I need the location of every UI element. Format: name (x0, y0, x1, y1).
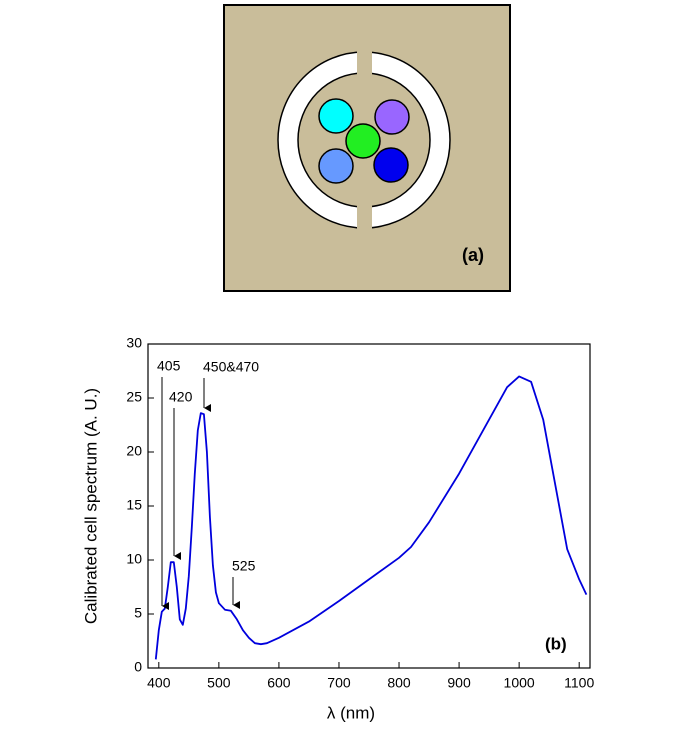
annotation: 420 (169, 389, 193, 405)
led-light-blue (318, 148, 354, 184)
slit-bottom (357, 200, 372, 230)
x-axis-label: λ (nm) (327, 703, 375, 722)
y-tick-label: 25 (126, 389, 142, 405)
led-violet (374, 99, 410, 135)
led-green (345, 123, 381, 159)
x-tick-label: 500 (207, 675, 231, 691)
x-tick-label: 1100 (564, 675, 594, 691)
plot-frame (147, 343, 591, 669)
y-tick-label: 20 (126, 443, 142, 459)
x-tick-label: 900 (447, 675, 471, 691)
annotation: 405 (157, 358, 181, 374)
x-tick-label: 600 (267, 675, 291, 691)
y-tick-label: 5 (134, 605, 142, 621)
x-tick-label: 1000 (504, 675, 535, 691)
y-tick-label: 0 (134, 659, 142, 675)
panel-label: (a) (462, 245, 484, 265)
slit-top (357, 50, 372, 80)
x-tick-label: 400 (147, 675, 171, 691)
y-tick-label: 10 (126, 551, 142, 567)
x-tick-label: 700 (327, 675, 351, 691)
y-tick-label: 15 (126, 497, 142, 513)
led-blue (373, 147, 409, 183)
x-tick-label: 800 (387, 675, 411, 691)
annotation: 525 (232, 558, 256, 574)
annotation: 450&470 (203, 359, 259, 375)
panel-label: (b) (545, 634, 567, 653)
spectrum-line (154, 375, 588, 660)
y-tick-label: 30 (126, 335, 142, 351)
led-cyan (318, 98, 354, 134)
diagram-a: (a) (223, 4, 511, 292)
y-axis-label: Calibrated cell spectrum (A. U.) (81, 388, 100, 624)
